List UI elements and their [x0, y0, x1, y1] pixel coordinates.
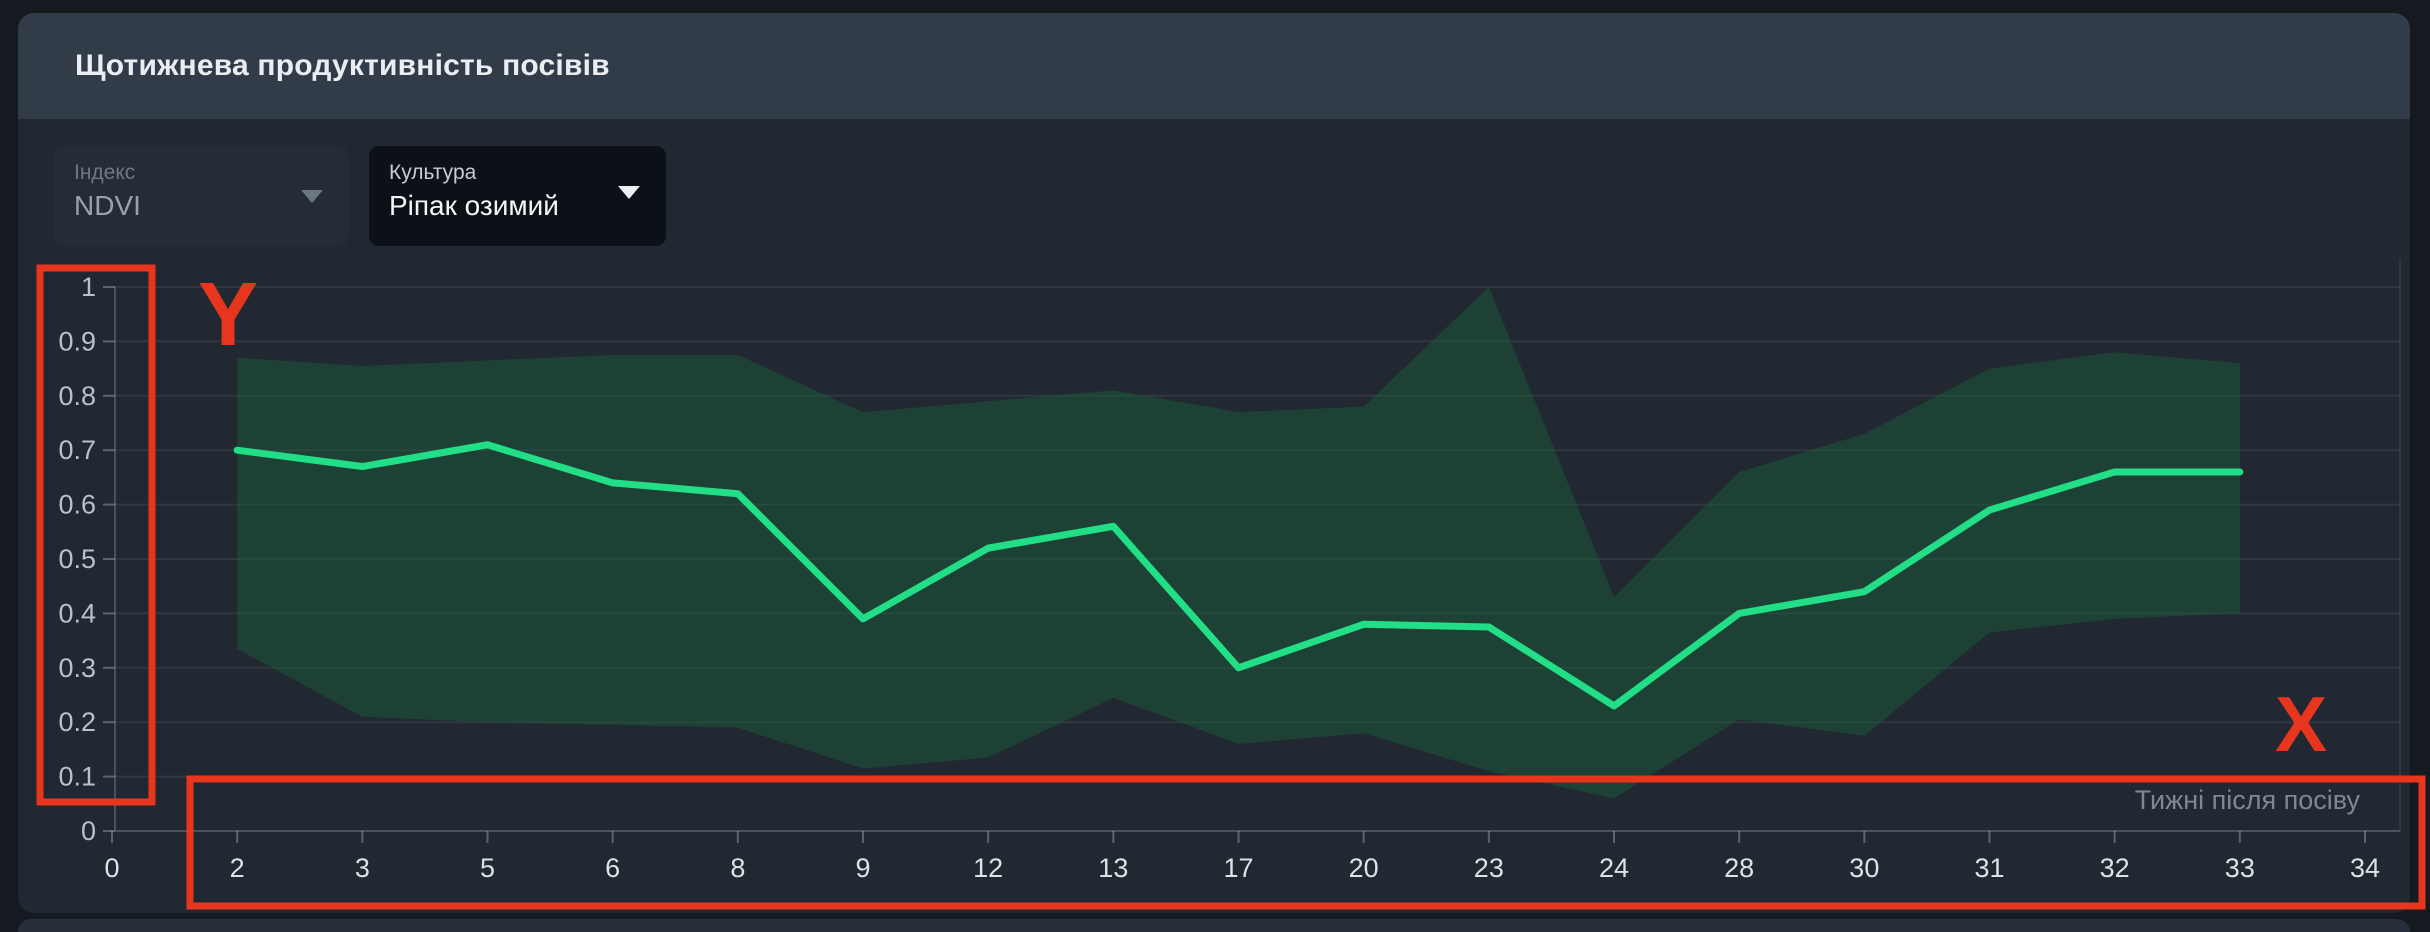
index-dropdown-label: Індекс [74, 161, 136, 184]
index-dropdown-value: NDVI [74, 190, 141, 221]
page-title: Щотижнева продуктивність посівів [75, 49, 610, 82]
card-header: Щотижнева продуктивність посівів [18, 13, 2410, 119]
chevron-down-icon [618, 186, 640, 199]
culture-dropdown[interactable]: Культура Ріпак озимий [369, 146, 666, 246]
filters-bar: Індекс NDVI Культура Ріпак озимий [18, 119, 2410, 279]
chevron-down-icon [301, 190, 323, 203]
index-dropdown[interactable]: Індекс NDVI [54, 146, 349, 246]
weekly-productivity-card: Щотижнева продуктивність посівів Індекс … [18, 13, 2410, 913]
culture-dropdown-label: Культура [389, 161, 477, 184]
culture-dropdown-value: Ріпак озимий [389, 190, 559, 221]
next-card-top-edge [18, 919, 2410, 932]
